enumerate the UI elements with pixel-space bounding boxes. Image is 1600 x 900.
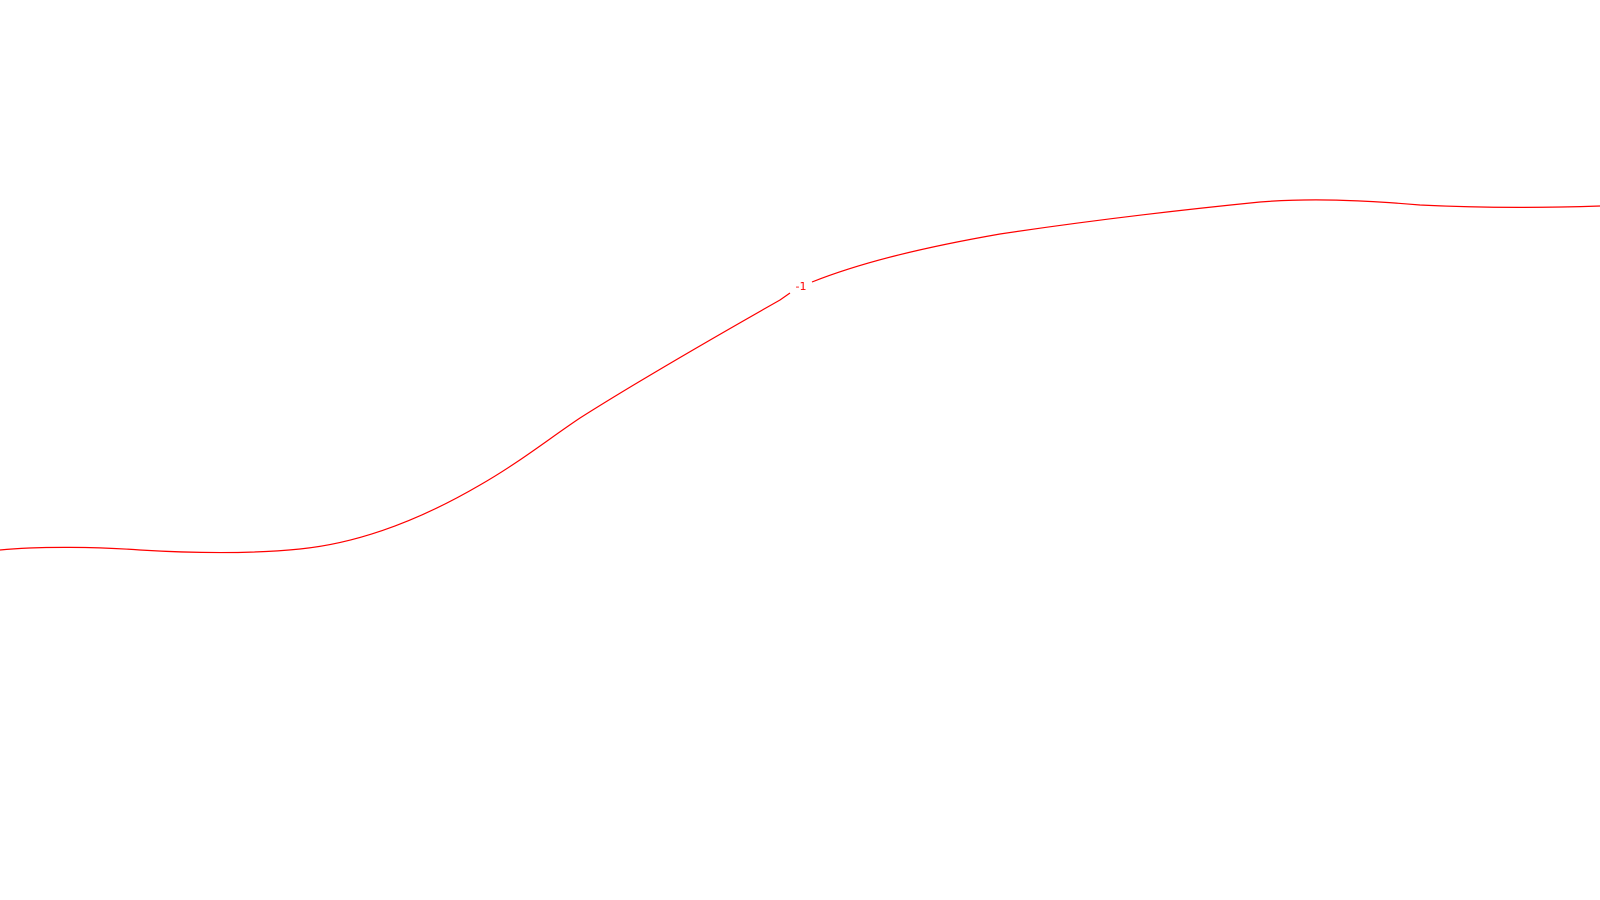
- contour-label: -1: [796, 280, 807, 293]
- contour-line: [0, 199, 1600, 554]
